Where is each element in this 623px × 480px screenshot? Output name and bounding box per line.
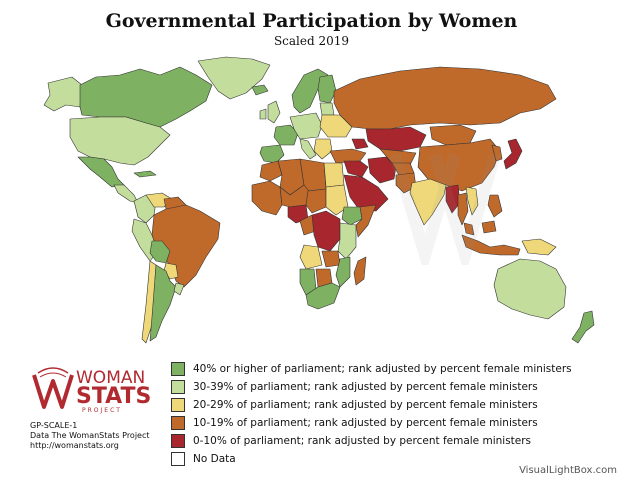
region-new-zealand [571, 310, 595, 344]
map-subtitle: Scaled 2019 [273, 34, 350, 48]
legend-swatch [171, 452, 185, 466]
region-indonesia [461, 234, 521, 256]
logo-text-stats: STATS [76, 384, 152, 409]
map-title: Governmental Participation by Women [105, 10, 518, 32]
legend-label: No Data [193, 453, 236, 465]
region-arabia [343, 174, 389, 212]
legend-swatch [171, 434, 185, 448]
logo-text-project: PROJECT [82, 407, 122, 414]
legend-swatch [171, 380, 185, 394]
region-france [273, 124, 299, 146]
region-chad [305, 188, 327, 214]
region-egypt [323, 162, 345, 188]
region-caucasus [351, 138, 369, 150]
region-india [409, 178, 447, 226]
region-kenya-tanzania [337, 222, 357, 260]
legend-swatch [171, 398, 185, 412]
region-thailand [457, 192, 469, 226]
region-uk [267, 100, 281, 124]
region-argentina [149, 264, 177, 342]
region-korea [491, 144, 503, 162]
region-philippines [487, 194, 503, 218]
region-russia [333, 66, 557, 130]
source-url: http://womanstats.org [30, 441, 119, 450]
region-iceland [251, 84, 269, 96]
region-central-america [113, 184, 139, 204]
region-morocco [259, 160, 283, 182]
legend-label: 40% or higher of parliament; rank adjust… [193, 363, 572, 375]
region-zambia [321, 250, 341, 268]
legend-swatch [171, 416, 185, 430]
region-finland [317, 74, 337, 104]
logo-emblem-icon [32, 367, 74, 409]
region-japan [503, 138, 523, 170]
region-greenland [197, 56, 271, 100]
region-turkey [329, 148, 367, 164]
legend-label: 30-39% of parliament; rank adjusted by p… [193, 381, 538, 393]
region-papua [521, 238, 557, 256]
region-alaska [43, 76, 83, 112]
region-ethiopia [341, 206, 363, 226]
legend-label: 0-10% of parliament; rank adjusted by pe… [193, 435, 532, 447]
womanstats-logo: WOMAN STATS PROJECT [30, 365, 152, 415]
region-iraq-syria [343, 160, 369, 178]
site-credit: VisualLightBox.com [519, 465, 617, 476]
region-ireland [259, 108, 267, 120]
region-baltics [319, 102, 335, 116]
region-sudan [325, 184, 349, 216]
region-usa [69, 116, 171, 166]
region-uruguay [173, 282, 185, 296]
region-south-africa [305, 282, 341, 310]
legend-swatch [171, 362, 185, 376]
region-congo [311, 210, 341, 252]
region-angola [299, 244, 323, 270]
region-west-africa [251, 180, 283, 216]
region-madagascar [353, 256, 367, 286]
legend-label: 20-29% of parliament; rank adjusted by p… [193, 399, 538, 411]
world-map [43, 56, 595, 344]
region-iberia [259, 144, 285, 164]
map-code: GP-SCALE-1 [30, 421, 78, 430]
legend-label: 10-19% of parliament; rank adjusted by p… [193, 417, 538, 429]
region-central-europe [289, 112, 323, 140]
region-malaysia [463, 220, 497, 236]
region-mexico [77, 156, 125, 188]
region-kazakhstan [365, 126, 427, 152]
region-vietnam [465, 186, 479, 216]
region-myanmar [445, 184, 461, 214]
region-mozambique [335, 256, 351, 288]
region-iran [367, 156, 397, 184]
region-australia [493, 258, 567, 320]
region-balkans [313, 138, 333, 160]
region-italy [299, 138, 317, 160]
region-china [417, 138, 501, 192]
region-somalia [355, 204, 377, 238]
logo-text-woman: WOMAN [76, 368, 146, 388]
region-mongolia [429, 124, 477, 146]
region-canada [79, 66, 213, 128]
data-source: Data The WomanStats Project [30, 431, 150, 440]
region-cuba [133, 170, 157, 178]
